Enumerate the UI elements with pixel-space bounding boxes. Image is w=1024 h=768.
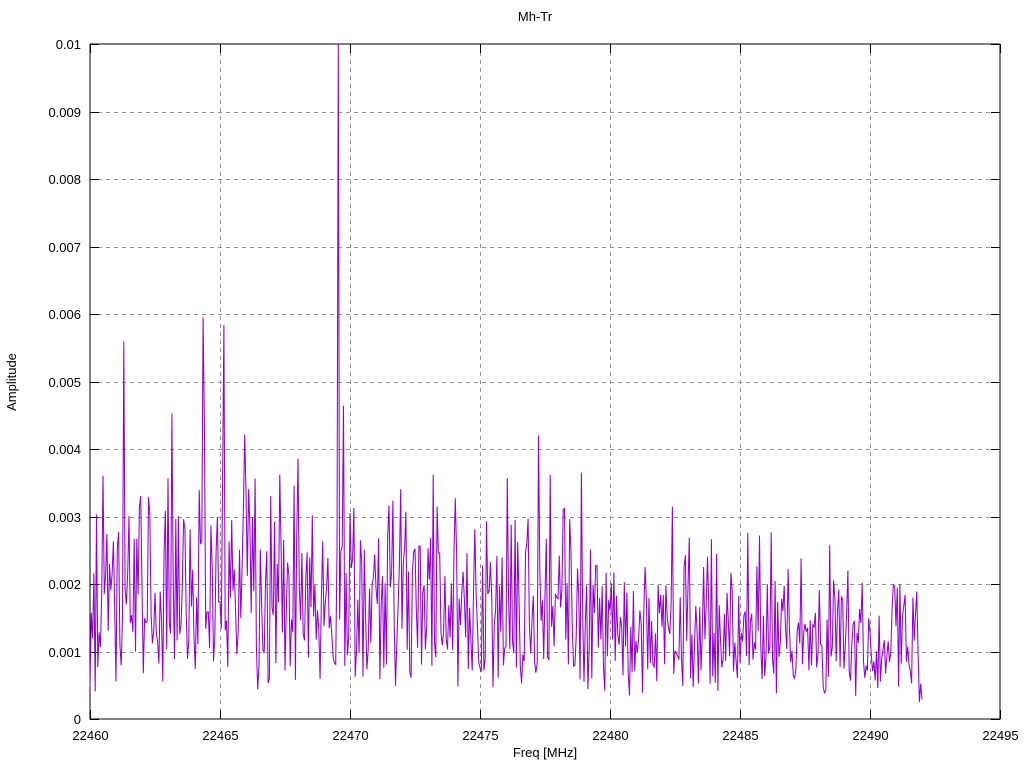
x-tick-label: 22470 (332, 728, 368, 743)
y-axis-label: Amplitude (4, 353, 19, 411)
x-tick-label: 22460 (72, 728, 108, 743)
x-tick-label: 22465 (202, 728, 238, 743)
x-tick-label: 22490 (852, 728, 888, 743)
x-tick-label: 22485 (722, 728, 758, 743)
x-axis-ticks: 22460 22465 22470 22475 22480 22485 22490 22495 (72, 44, 1019, 743)
y-tick-label: 0.007 (48, 240, 81, 255)
y-tick-label: 0.008 (48, 172, 81, 187)
y-tick-label: 0.005 (48, 375, 81, 390)
x-tick-label: 22480 (592, 728, 628, 743)
x-tick-label: 22475 (462, 728, 498, 743)
y-tick-label: 0.009 (48, 105, 81, 120)
data-series-group (89, 43, 923, 703)
x-tick-label: 22495 (982, 728, 1018, 743)
y-tick-label: 0.004 (48, 442, 81, 457)
plot-border (89, 43, 1001, 720)
y-tick-label: 0 (74, 712, 81, 727)
data-trace-mh-tr (89, 43, 923, 703)
x-axis-label: Freq [MHz] (513, 745, 577, 760)
y-tick-label: 0.003 (48, 510, 81, 525)
y-tick-label: 0.01 (56, 37, 81, 52)
chart-title: Mh-Tr (518, 9, 553, 24)
y-tick-label: 0.001 (48, 645, 81, 660)
y-tick-label: 0.006 (48, 307, 81, 322)
y-tick-label: 0.002 (48, 577, 81, 592)
grid-lines (90, 44, 1000, 719)
